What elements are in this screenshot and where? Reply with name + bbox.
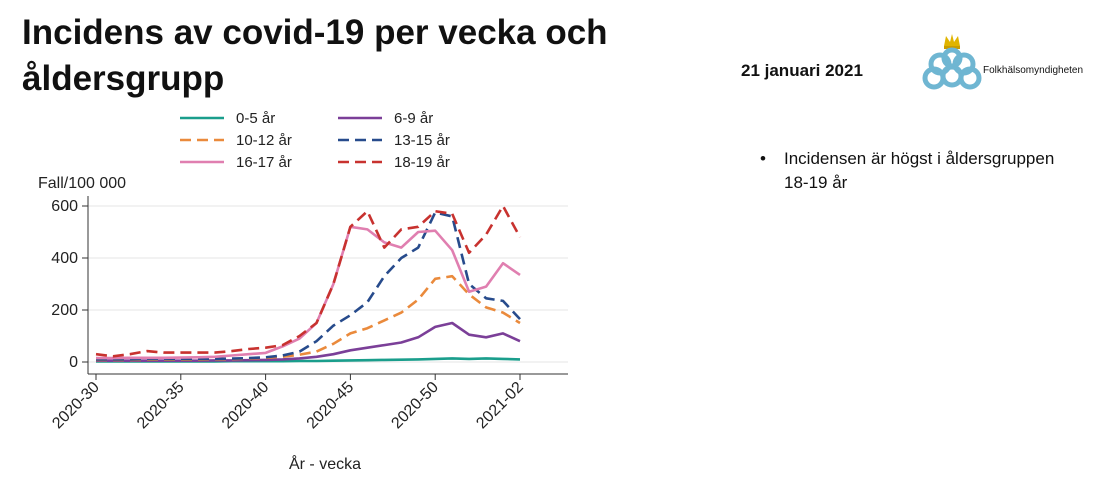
legend-item-s16_17: 16-17 år [180, 154, 292, 171]
chart-legend: 0-5 år 6-9 år 10-12 år 13-15 år 16-17 år 18-1… [180, 110, 450, 171]
slide-title: Incidens av covid-19 per vecka och ålder… [22, 13, 608, 98]
legend-label: 6-9 år [394, 110, 433, 127]
x-tick-label: 2020-30 [49, 379, 103, 433]
folkhalsomyndigheten-logo: Folkhälsomyndigheten [920, 30, 1110, 100]
legend-label: 16-17 år [236, 154, 292, 171]
x-axis-label: År - vecka [289, 454, 361, 473]
y-tick-label: 200 [51, 302, 78, 319]
bullet-list: Incidensen är högst i åldersgruppen 18-1… [760, 147, 1080, 195]
logo-text: Folkhälsomyndigheten [983, 65, 1084, 76]
logo-emblem-icon [922, 34, 982, 90]
chart-grid [88, 205, 568, 363]
x-tick-label: 2020-35 [134, 379, 188, 433]
series-line-s6_9 [96, 321, 521, 363]
legend-item-s6_9: 6-9 år [338, 110, 433, 127]
legend-label: 18-19 år [394, 154, 450, 171]
legend-item-s18_19: 18-19 år [338, 154, 450, 171]
crown-icon [944, 34, 960, 46]
y-tick-label: 600 [51, 198, 78, 215]
x-tick-label: 2020-45 [304, 379, 358, 433]
y-tick-label: 400 [51, 250, 78, 267]
legend-item-s13_15: 13-15 år [338, 132, 450, 149]
incidence-line-chart: 0-5 år 6-9 år 10-12 år 13-15 år 16-17 år 18-1… [38, 110, 568, 473]
chart-series [95, 204, 522, 363]
series-line-s16_17 [96, 225, 521, 360]
slide-date: 21 januari 2021 [741, 61, 863, 80]
legend-label: 0-5 år [236, 110, 275, 127]
bullet-item: Incidensen är högst i åldersgruppen 18-1… [760, 147, 1080, 195]
series-line-s18_19 [95, 204, 522, 358]
x-tick-label: 2021-02 [473, 379, 527, 433]
legend-label: 13-15 år [394, 132, 450, 149]
legend-item-s0_5: 0-5 år [180, 110, 275, 127]
y-axis-label: Fall/100 000 [38, 175, 126, 192]
y-tick-label: 0 [69, 354, 78, 371]
x-tick-label: 2020-40 [219, 379, 273, 433]
legend-item-s10_12: 10-12 år [180, 132, 292, 149]
legend-label: 10-12 år [236, 132, 292, 149]
chart-axes: 0 200 400 600 2020-30 2020-35 2020-40 2020-45 20… [49, 196, 568, 432]
series-line-s13_15 [96, 211, 521, 361]
x-tick-label: 2020-50 [388, 379, 442, 433]
